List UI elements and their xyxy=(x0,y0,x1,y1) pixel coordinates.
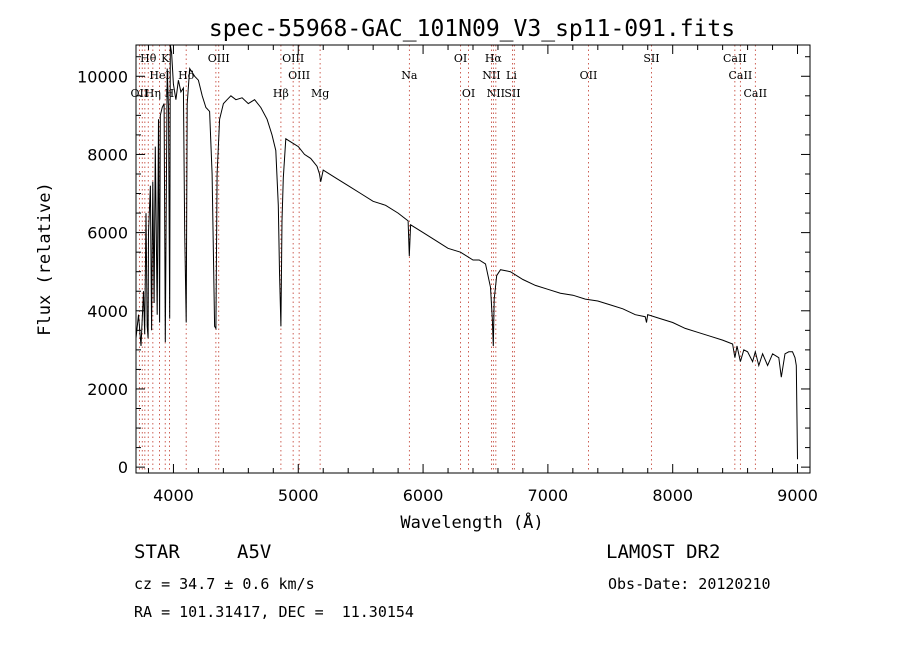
line-marker-label: SII xyxy=(504,87,520,100)
line-marker-label: K xyxy=(161,52,170,65)
x-axis-label: Wavelength (Å) xyxy=(400,511,543,533)
y-axis-label: Flux (relative) xyxy=(35,182,55,336)
line-marker-label: OIII xyxy=(282,52,304,65)
line-marker-label: Hβ xyxy=(273,87,289,100)
line-marker-label: OIII xyxy=(288,69,310,82)
line-marker-label: CaII xyxy=(743,87,767,100)
line-marker-label: HeI xyxy=(149,69,169,82)
line-marker-label: CaII xyxy=(729,69,753,82)
redshift-cz: cz = 34.7 ± 0.6 km/s xyxy=(134,575,315,593)
line-marker-label: CaII xyxy=(723,52,747,65)
spectrum-line xyxy=(135,44,798,460)
y-tick-label: 10000 xyxy=(77,67,128,86)
y-tick-label: 0 xyxy=(118,458,128,477)
line-marker-label: OIII xyxy=(208,52,230,65)
y-tick-label: 8000 xyxy=(87,145,128,164)
y-tick-label: 2000 xyxy=(87,380,128,399)
line-marker-label: NII xyxy=(482,69,500,82)
x-tick-label: 7000 xyxy=(528,486,569,505)
line-marker-label: Li xyxy=(506,69,517,82)
chart-title: spec-55968-GAC_101N09_V3_sp11-091.fits xyxy=(209,16,735,42)
line-marker-label: Hα xyxy=(485,52,503,65)
line-marker-label: Na xyxy=(401,69,418,82)
x-tick-label: 9000 xyxy=(777,486,818,505)
line-marker-label: OI xyxy=(462,87,475,100)
x-tick-label: 4000 xyxy=(153,486,194,505)
line-marker-label: NII xyxy=(487,87,505,100)
y-tick-label: 4000 xyxy=(87,302,128,321)
line-marker-label: Hη xyxy=(145,87,161,100)
coordinates: RA = 101.31417, DEC = 11.30154 xyxy=(134,603,414,621)
x-tick-label: 5000 xyxy=(278,486,319,505)
survey-name: LAMOST DR2 xyxy=(606,541,721,563)
observation-date: Obs-Date: 20120210 xyxy=(608,575,771,593)
line-marker-label: H xyxy=(165,87,175,100)
line-marker-label: Hθ xyxy=(140,52,157,65)
y-tick-label: 6000 xyxy=(87,224,128,243)
line-marker-label: OII xyxy=(131,87,149,100)
line-marker-label: SII xyxy=(643,52,659,65)
axis-ticks: 4000 5000 6000 7000 8000 9000 0 2000 4000 6000 800… xyxy=(77,45,818,505)
line-marker-label: Mg xyxy=(311,87,329,100)
spectral-subclass: A5V xyxy=(237,541,272,563)
x-tick-label: 8000 xyxy=(652,486,693,505)
line-marker-label: OII xyxy=(580,69,598,82)
line-marker-label: OI xyxy=(454,52,467,65)
line-marker-label: Hδ xyxy=(178,69,195,82)
x-tick-label: 6000 xyxy=(403,486,444,505)
object-type: STAR xyxy=(134,541,180,563)
plot-frame xyxy=(135,44,811,474)
